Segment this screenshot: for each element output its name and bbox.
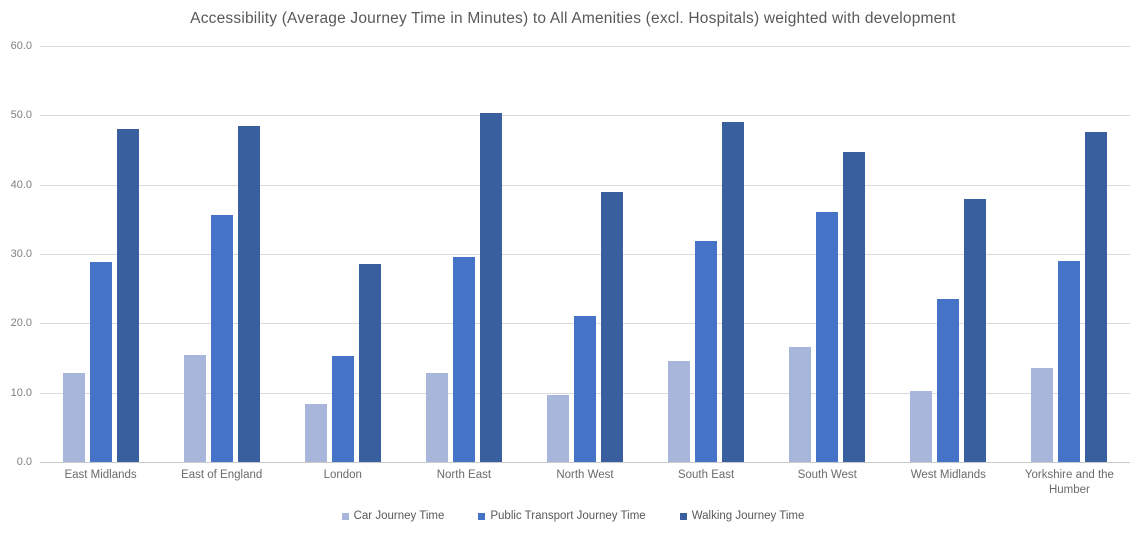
bar-car-journey-time [304,404,327,462]
x-axis-category-label: East Midlands [64,469,137,481]
bar-car-journey-time [910,390,933,462]
bar-walking-journey-time [843,152,866,462]
bar-walking-journey-time [237,126,260,462]
legend-swatch-icon [341,512,349,520]
legend-label: Car Journey Time [353,510,445,522]
bar-walking-journey-time [1085,131,1108,462]
bar-group [40,46,161,462]
bar-public-transport-journey-time [695,240,718,462]
legend-item: Public Transport Journey Time [478,510,646,522]
bar-walking-journey-time [722,122,745,462]
legend-item: Car Journey Time [341,510,445,522]
bar-groups [40,46,1130,462]
y-axis-tick-label: 20.0 [10,317,32,330]
gridline [40,184,1130,186]
y-axis-tick-label: 60.0 [10,40,32,52]
bar-group [282,46,403,462]
legend-label: Public Transport Journey Time [490,510,646,522]
y-axis-tick-label: 0.0 [16,456,32,468]
legend-swatch-icon [679,512,687,520]
y-axis: 0.0 10.0 20.0 30.0 40.0 50.0 60.0 [0,40,32,468]
gridline [40,462,1130,463]
x-axis-category-label: North East [436,469,492,481]
legend-item: Walking Journey Time [679,510,805,522]
bar-public-transport-journey-time [573,315,596,462]
bar-public-transport-journey-time [210,215,233,462]
bar-walking-journey-time [600,191,623,462]
x-axis-category-label: North West [556,469,614,481]
bar-group [767,46,888,462]
bar-group [161,46,282,462]
bar-walking-journey-time [479,112,502,462]
y-axis-tick-label: 30.0 [10,248,32,260]
y-axis-tick-label: 40.0 [10,178,32,191]
bar-public-transport-journey-time [1058,260,1081,462]
bar-car-journey-time [789,346,812,462]
bar-public-transport-journey-time [452,257,475,462]
bar-group [524,46,645,462]
legend-swatch-icon [478,512,486,520]
x-axis-category-label: South East [677,469,735,481]
x-axis-category-label: South West [797,469,857,481]
bar-public-transport-journey-time [331,355,354,462]
bar-public-transport-journey-time [89,261,112,462]
legend-label: Walking Journey Time [691,510,805,522]
bar-car-journey-time [1031,368,1054,462]
x-axis-category-label: Yorkshire and the Humber [1024,469,1114,496]
bar-walking-journey-time [116,128,139,462]
gridline [40,254,1130,255]
x-axis-category-label: London [323,469,362,481]
plot-area [40,46,1130,463]
x-axis-category-label: West Midlands [910,469,986,481]
bar-car-journey-time [546,394,569,462]
bar-walking-journey-time [964,198,987,462]
gridline [40,46,1130,47]
gridline [40,115,1130,117]
bar-car-journey-time [425,372,448,462]
y-axis-tick-label: 10.0 [10,386,32,399]
bar-car-journey-time [668,361,691,462]
bar-group [1009,46,1130,462]
bar-public-transport-journey-time [937,299,960,462]
bar-group [888,46,1009,462]
chart-title: Accessibility (Average Journey Time in M… [190,10,956,27]
bar-group [646,46,767,462]
legend: Car Journey Time Public Transport Journey… [0,510,1146,522]
x-axis: East Midlands East of England London North … [40,468,1130,498]
bar-walking-journey-time [358,263,381,462]
bar-public-transport-journey-time [816,211,839,462]
bar-group [403,46,524,462]
y-axis-tick-label: 50.0 [10,109,32,122]
bar-car-journey-time [183,355,206,462]
bar-car-journey-time [62,373,85,462]
x-axis-category-label: East of England [181,469,263,481]
